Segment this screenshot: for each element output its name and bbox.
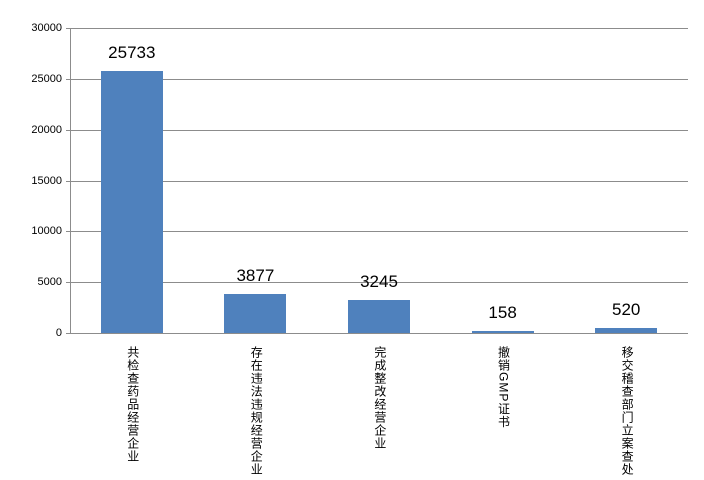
y-axis-line xyxy=(70,28,71,333)
bar xyxy=(101,71,163,333)
gridline xyxy=(66,181,688,182)
y-tick-label: 0 xyxy=(55,327,62,339)
gridline xyxy=(66,231,688,232)
gridline xyxy=(66,282,688,283)
x-category-label: 共检查药品经营企业 xyxy=(125,346,140,463)
bar-value-label: 3245 xyxy=(360,272,398,291)
y-tick-label: 30000 xyxy=(31,22,62,34)
gridline xyxy=(66,28,688,29)
bar-value-label: 3877 xyxy=(236,265,275,285)
gridline xyxy=(66,130,688,131)
bar xyxy=(595,327,657,333)
bar-value-label: 158 xyxy=(488,303,517,323)
bar xyxy=(224,293,286,333)
x-category-label: 存在违法违规经营企业 xyxy=(249,346,264,476)
gridline xyxy=(66,333,688,334)
bar-value-label: 25733 xyxy=(108,43,156,63)
x-category-label: 撤销GMP证书 xyxy=(496,346,511,429)
y-tick-label: 15000 xyxy=(31,175,62,187)
x-category-label: 移交稽查部门立案查处 xyxy=(620,346,635,476)
y-tick-label: 10000 xyxy=(31,225,62,237)
y-tick-label: 20000 xyxy=(31,124,62,136)
bar-value-label: 520 xyxy=(612,299,641,319)
bar xyxy=(472,331,534,333)
x-category-label: 完成整改经营企业 xyxy=(372,346,387,450)
y-tick-label: 25000 xyxy=(31,73,62,85)
gridline xyxy=(66,79,688,80)
bar xyxy=(348,300,410,333)
y-tick-label: 5000 xyxy=(37,276,62,288)
